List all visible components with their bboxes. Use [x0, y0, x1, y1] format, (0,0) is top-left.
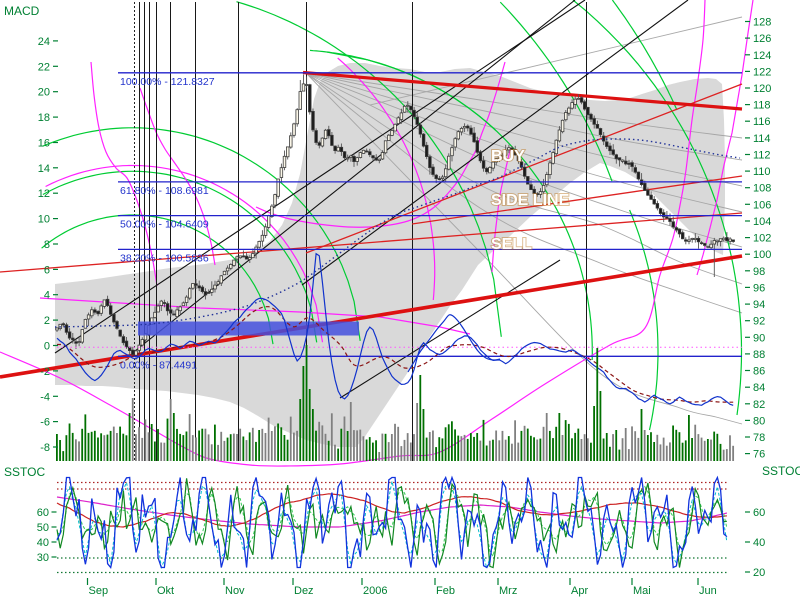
svg-text:128: 128	[753, 17, 771, 29]
svg-text:SELL: SELL	[491, 236, 532, 253]
svg-text:86: 86	[753, 366, 765, 378]
svg-text:SSTOC: SSTOC	[762, 464, 800, 478]
svg-text:8: 8	[44, 239, 50, 251]
svg-text:Sep: Sep	[89, 585, 109, 597]
svg-text:22: 22	[38, 61, 50, 73]
svg-text:Okt: Okt	[157, 585, 174, 597]
svg-text:84: 84	[753, 382, 765, 394]
svg-text:Apr: Apr	[571, 585, 588, 597]
svg-text:100.00% - 121.8327: 100.00% - 121.8327	[120, 76, 215, 88]
svg-text:30: 30	[37, 552, 49, 564]
svg-text:4: 4	[44, 290, 50, 302]
svg-text:50: 50	[37, 522, 49, 534]
svg-text:10: 10	[38, 214, 50, 226]
svg-text:102: 102	[753, 233, 771, 245]
svg-text:82: 82	[753, 399, 765, 411]
svg-text:124: 124	[753, 50, 771, 62]
svg-text:BUY: BUY	[491, 148, 525, 165]
svg-text:Nov: Nov	[225, 585, 245, 597]
svg-text:18: 18	[38, 112, 50, 124]
svg-text:118: 118	[753, 100, 771, 112]
svg-text:-2: -2	[40, 366, 50, 378]
svg-text:80: 80	[753, 415, 765, 427]
svg-text:40: 40	[753, 537, 765, 549]
svg-text:20: 20	[38, 87, 50, 99]
svg-text:14: 14	[38, 163, 50, 175]
svg-text:SSTOC: SSTOC	[4, 465, 45, 479]
svg-text:60: 60	[753, 507, 765, 519]
svg-text:106: 106	[753, 199, 771, 211]
svg-text:104: 104	[753, 216, 771, 228]
svg-text:126: 126	[753, 33, 771, 45]
svg-text:50.00% - 104.6409: 50.00% - 104.6409	[120, 219, 209, 231]
svg-text:0.00% - 87.4491: 0.00% - 87.4491	[120, 359, 197, 371]
svg-text:SIDE LINE: SIDE LINE	[491, 192, 570, 209]
svg-text:24: 24	[38, 36, 50, 48]
svg-text:-6: -6	[40, 417, 50, 429]
svg-text:114: 114	[753, 133, 771, 145]
svg-text:116: 116	[753, 116, 771, 128]
svg-text:108: 108	[753, 183, 771, 195]
svg-text:Jun: Jun	[699, 585, 717, 597]
svg-text:38.20% - 100.5836: 38.20% - 100.5836	[120, 252, 209, 264]
svg-text:112: 112	[753, 150, 771, 162]
svg-text:110: 110	[753, 166, 771, 178]
svg-text:-8: -8	[40, 442, 50, 454]
svg-text:0: 0	[44, 341, 50, 353]
svg-text:90: 90	[753, 332, 765, 344]
svg-text:MACD: MACD	[4, 4, 40, 18]
svg-text:20: 20	[753, 567, 765, 579]
svg-text:120: 120	[753, 83, 771, 95]
svg-text:-4: -4	[40, 391, 50, 403]
svg-text:Dez: Dez	[294, 585, 314, 597]
svg-text:Mrz: Mrz	[499, 585, 517, 597]
svg-text:Feb: Feb	[436, 585, 455, 597]
svg-text:98: 98	[753, 266, 765, 278]
svg-text:60: 60	[37, 507, 49, 519]
svg-text:88: 88	[753, 349, 765, 361]
svg-text:6: 6	[44, 264, 50, 276]
svg-text:12: 12	[38, 188, 50, 200]
svg-text:2006: 2006	[363, 585, 387, 597]
svg-text:61.80% - 108.6981: 61.80% - 108.6981	[120, 185, 209, 197]
svg-text:40: 40	[37, 537, 49, 549]
svg-text:100: 100	[753, 249, 771, 261]
svg-text:94: 94	[753, 299, 765, 311]
svg-text:78: 78	[753, 432, 765, 444]
svg-text:122: 122	[753, 66, 771, 78]
svg-text:92: 92	[753, 316, 765, 328]
svg-text:16: 16	[38, 138, 50, 150]
svg-text:2: 2	[44, 315, 50, 327]
svg-text:76: 76	[753, 449, 765, 461]
svg-text:Mai: Mai	[633, 585, 651, 597]
svg-text:96: 96	[753, 282, 765, 294]
